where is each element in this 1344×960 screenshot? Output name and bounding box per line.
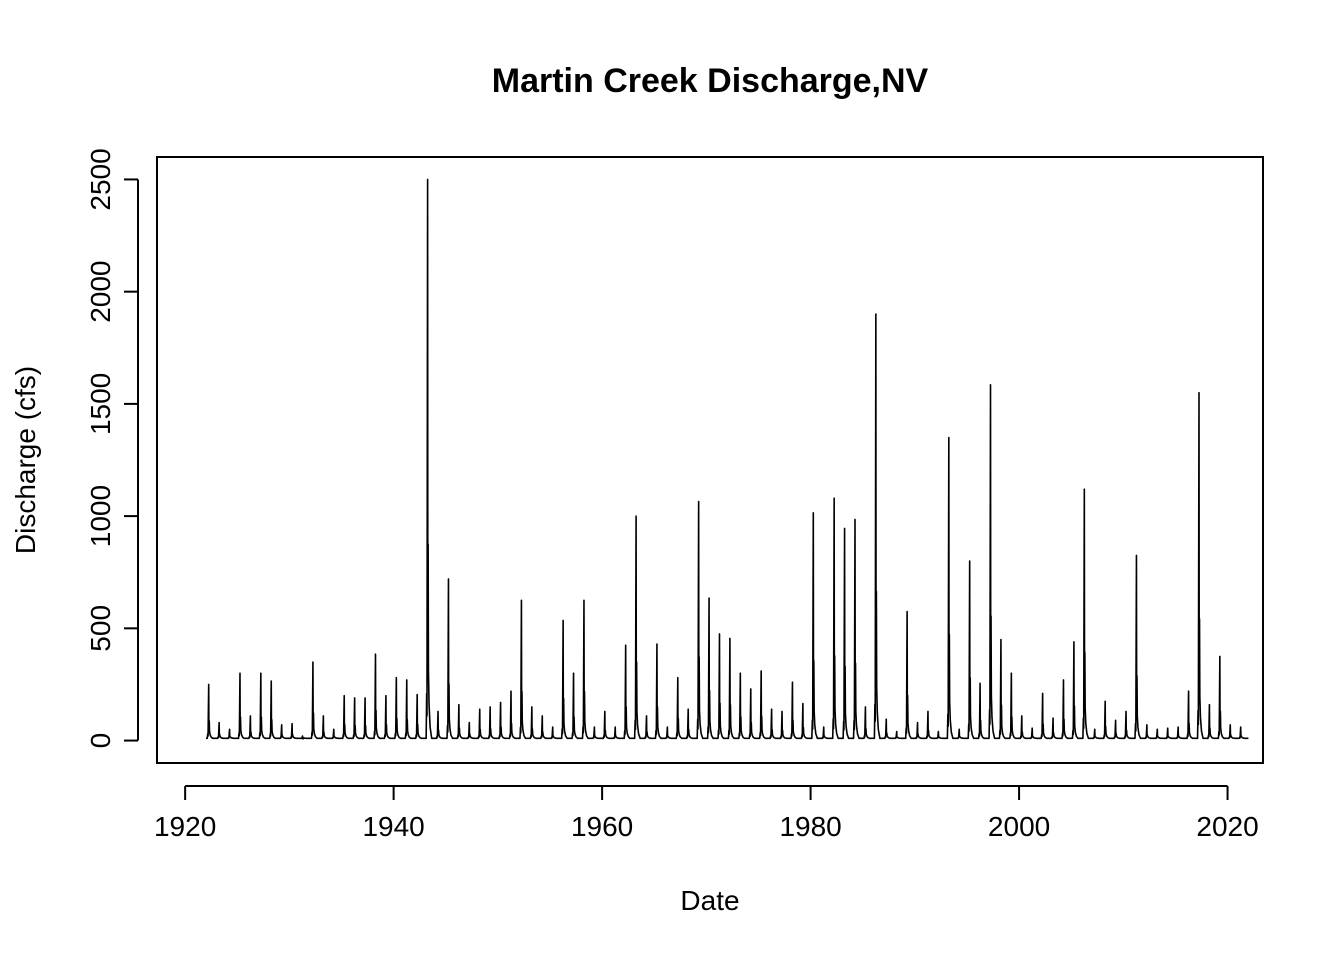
y-axis-label: Discharge (cfs) — [10, 366, 41, 554]
discharge-series-line — [205, 178, 1249, 740]
y-axis: 0 500 1000 1500 2000 2500 — [85, 148, 139, 749]
y-tick-label: 1000 — [85, 485, 116, 547]
plot-frame — [156, 156, 1264, 764]
x-tick-label: 1920 — [154, 811, 216, 842]
y-tick-label: 0 — [85, 733, 116, 749]
chart-title: Martin Creek Discharge,NV — [492, 62, 929, 100]
x-tick-label: 1940 — [362, 811, 424, 842]
series-layer — [205, 178, 1249, 740]
x-tick-label: 1980 — [779, 811, 841, 842]
x-axis: 1920 1940 1960 1980 2000 2020 — [154, 785, 1259, 842]
x-tick-label: 1960 — [571, 811, 633, 842]
x-tick-label: 2000 — [988, 811, 1050, 842]
x-tick-label: 2020 — [1196, 811, 1258, 842]
y-tick-label: 2000 — [85, 261, 116, 323]
y-tick-label: 2500 — [85, 148, 116, 210]
y-tick-label: 500 — [85, 605, 116, 652]
x-axis-label: Date — [680, 885, 739, 916]
y-tick-label: 1500 — [85, 373, 116, 435]
